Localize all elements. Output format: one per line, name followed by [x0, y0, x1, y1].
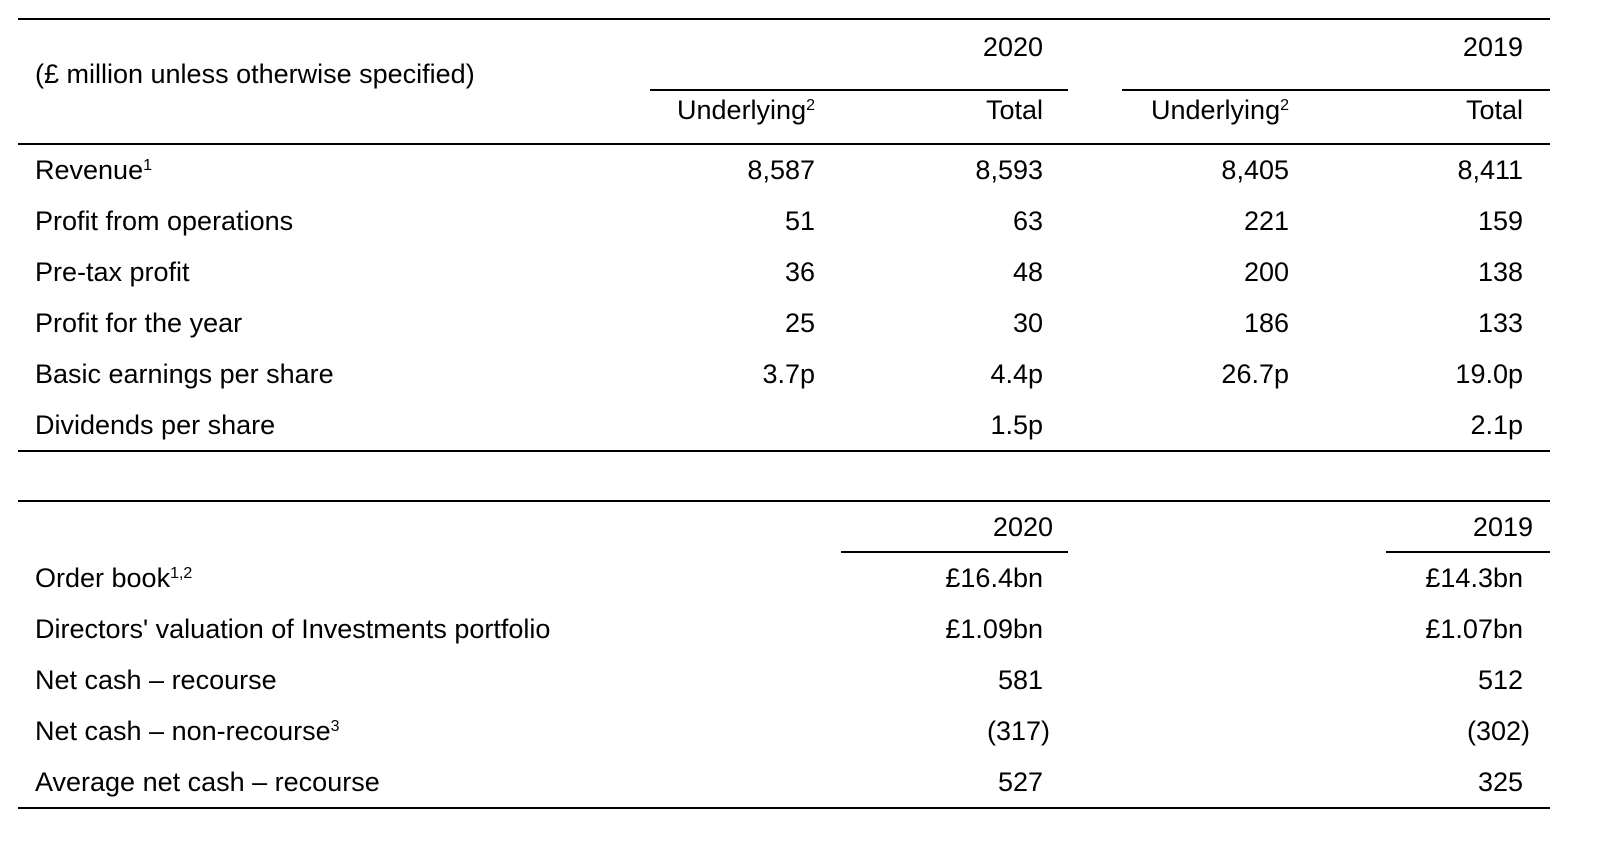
table-cell: £1.07bn [1425, 614, 1523, 644]
footnote-marker: 1,2 [170, 565, 193, 582]
column-header: Underlying2 [677, 94, 815, 126]
table-cell: 51 [784, 206, 815, 236]
table-cell: 159 [1477, 206, 1523, 236]
table-cell: 2.1p [1470, 410, 1523, 440]
row-label-text: Order book [35, 563, 171, 593]
table-cell: 8,411 [1457, 155, 1523, 185]
table-cell: 48 [1012, 257, 1043, 287]
table-cell: 30 [1012, 308, 1043, 338]
table-cell: 8,587 [747, 155, 815, 185]
year-header-2020: 2020 [982, 32, 1043, 62]
year-header-2019: 2019 [1462, 32, 1523, 62]
row-label-text: Profit for the year [35, 308, 243, 338]
row-label-text: Pre-tax profit [35, 257, 190, 287]
column-header-label: Total [985, 95, 1043, 125]
row-label: Average net cash – recourse [35, 766, 380, 798]
row-label: Profit from operations [35, 205, 293, 237]
row-label-text: Net cash – recourse [35, 665, 277, 695]
year-rule-2020 [650, 89, 1068, 91]
table-cell: 63 [1012, 206, 1043, 236]
table-cell: 26.7p [1221, 359, 1289, 389]
table-cell: (317) [986, 716, 1050, 746]
table-cell: 8,405 [1221, 155, 1289, 185]
row-label-text: Dividends per share [35, 410, 276, 440]
year-rule-2019 [1122, 89, 1550, 91]
row-label-text: Net cash – non-recourse [35, 716, 331, 746]
column-header-label: Underlying [677, 95, 807, 125]
table-cell: 3.7p [762, 359, 815, 389]
footnote-marker: 3 [330, 718, 340, 735]
column-header: Underlying2 [1151, 94, 1289, 126]
table-top-rule [18, 500, 1550, 502]
year-rule-2020 [841, 551, 1068, 553]
table-cell: £1.09bn [945, 614, 1043, 644]
table-cell: 200 [1243, 257, 1289, 287]
table-cell: 221 [1243, 206, 1289, 236]
table-cell: 19.0p [1455, 359, 1523, 389]
header-rule [18, 143, 1550, 145]
table-cell: 8,593 [975, 155, 1043, 185]
row-label: Profit for the year [35, 307, 242, 339]
table-cell: (302) [1466, 716, 1530, 746]
table-bottom-rule [18, 807, 1550, 809]
row-label: Pre-tax profit [35, 256, 190, 288]
row-label-text: Revenue [35, 155, 144, 185]
table-cell: 325 [1477, 767, 1523, 797]
row-label-text: Basic earnings per share [35, 359, 334, 389]
column-header-label: Underlying [1151, 95, 1281, 125]
column-header-label: Total [1465, 95, 1523, 125]
table-cell: 1.5p [990, 410, 1043, 440]
table-bottom-rule [18, 450, 1550, 452]
row-label-text: Average net cash – recourse [35, 767, 380, 797]
table-cell: £14.3bn [1425, 563, 1523, 593]
row-label: Net cash – recourse [35, 664, 277, 696]
footnote-marker: 2 [1280, 97, 1289, 114]
table-cell: 133 [1477, 308, 1523, 338]
year-rule-2019 [1386, 551, 1550, 553]
table-top-rule [18, 18, 1550, 20]
row-label: Dividends per share [35, 409, 275, 441]
table-cell: 4.4p [990, 359, 1043, 389]
row-label: Net cash – non-recourse3 [35, 715, 340, 747]
year-header-2020: 2020 [992, 512, 1053, 542]
row-label: Directors' valuation of Investments port… [35, 613, 550, 645]
row-label: Revenue1 [35, 154, 152, 186]
row-label-text: Profit from operations [35, 206, 294, 236]
row-label-text: Directors' valuation of Investments port… [35, 614, 551, 644]
column-header: Total [986, 94, 1043, 126]
row-label: Order book1,2 [35, 562, 192, 594]
footnote-marker: 1 [143, 157, 152, 174]
table-cell: 36 [784, 257, 815, 287]
table-cell: 527 [997, 767, 1043, 797]
units-caption: (£ million unless otherwise specified) [35, 59, 475, 89]
table-cell: 25 [784, 308, 815, 338]
table-cell: 512 [1477, 665, 1523, 695]
column-header: Total [1466, 94, 1523, 126]
table-cell: 581 [997, 665, 1043, 695]
table-cell: 186 [1243, 308, 1289, 338]
table-cell: £16.4bn [945, 563, 1043, 593]
table-cell: 138 [1477, 257, 1523, 287]
year-header-2019: 2019 [1472, 512, 1533, 542]
footnote-marker: 2 [806, 97, 815, 114]
row-label: Basic earnings per share [35, 358, 334, 390]
